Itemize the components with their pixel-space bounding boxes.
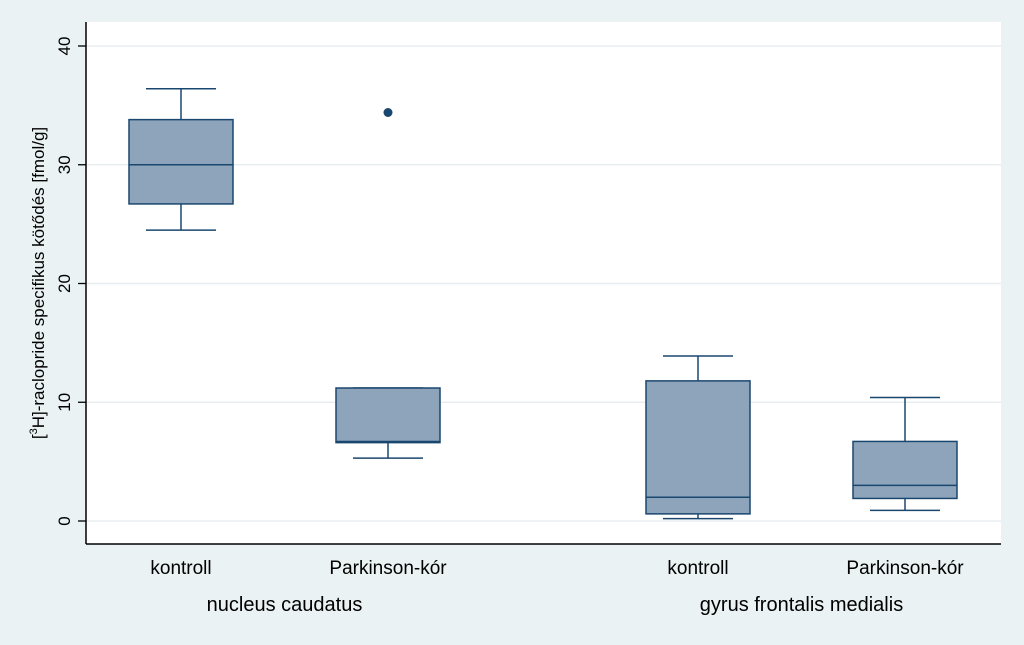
y-axis-label-suffix: H]-raclopride specifikus kötődés [fmol/g…: [29, 127, 48, 428]
group-label-1: gyrus frontalis medialis: [700, 594, 903, 616]
axes: [78, 22, 1001, 545]
y-axis-label-prefix: [: [29, 434, 48, 439]
y-tick-label-40: 40: [55, 37, 74, 56]
box-g0-b1: [335, 387, 441, 444]
x-tick-label-g1-b0: kontroll: [667, 558, 728, 579]
grid-lines: [86, 45, 1001, 522]
box-g1-b1: [852, 440, 958, 500]
y-tick-label-30: 30: [55, 155, 74, 174]
outlier-g0-b1-0: [383, 108, 393, 117]
y-tick-label-10: 10: [55, 393, 74, 412]
box-g0-b0: [128, 118, 234, 205]
x-tick-label-g0-b1: Parkinson-kór: [329, 558, 447, 579]
y-tick-label-0: 0: [55, 516, 74, 525]
labels: 0 10 20 30 40 kontroll Parkinson-kór nucleus ca…: [55, 37, 964, 616]
boxes: [128, 88, 958, 520]
x-tick-label-g0-b0: kontroll: [150, 558, 211, 579]
box-g1-b0: [645, 380, 751, 515]
group-label-0: nucleus caudatus: [207, 594, 363, 616]
y-tick-label-20: 20: [55, 274, 74, 293]
y-axis-label: [3H]-raclopride specifikus kötődés [fmol…: [28, 127, 48, 439]
x-tick-label-g1-b1: Parkinson-kór: [846, 558, 964, 579]
y-axis-label-superscript: 3: [28, 428, 40, 434]
